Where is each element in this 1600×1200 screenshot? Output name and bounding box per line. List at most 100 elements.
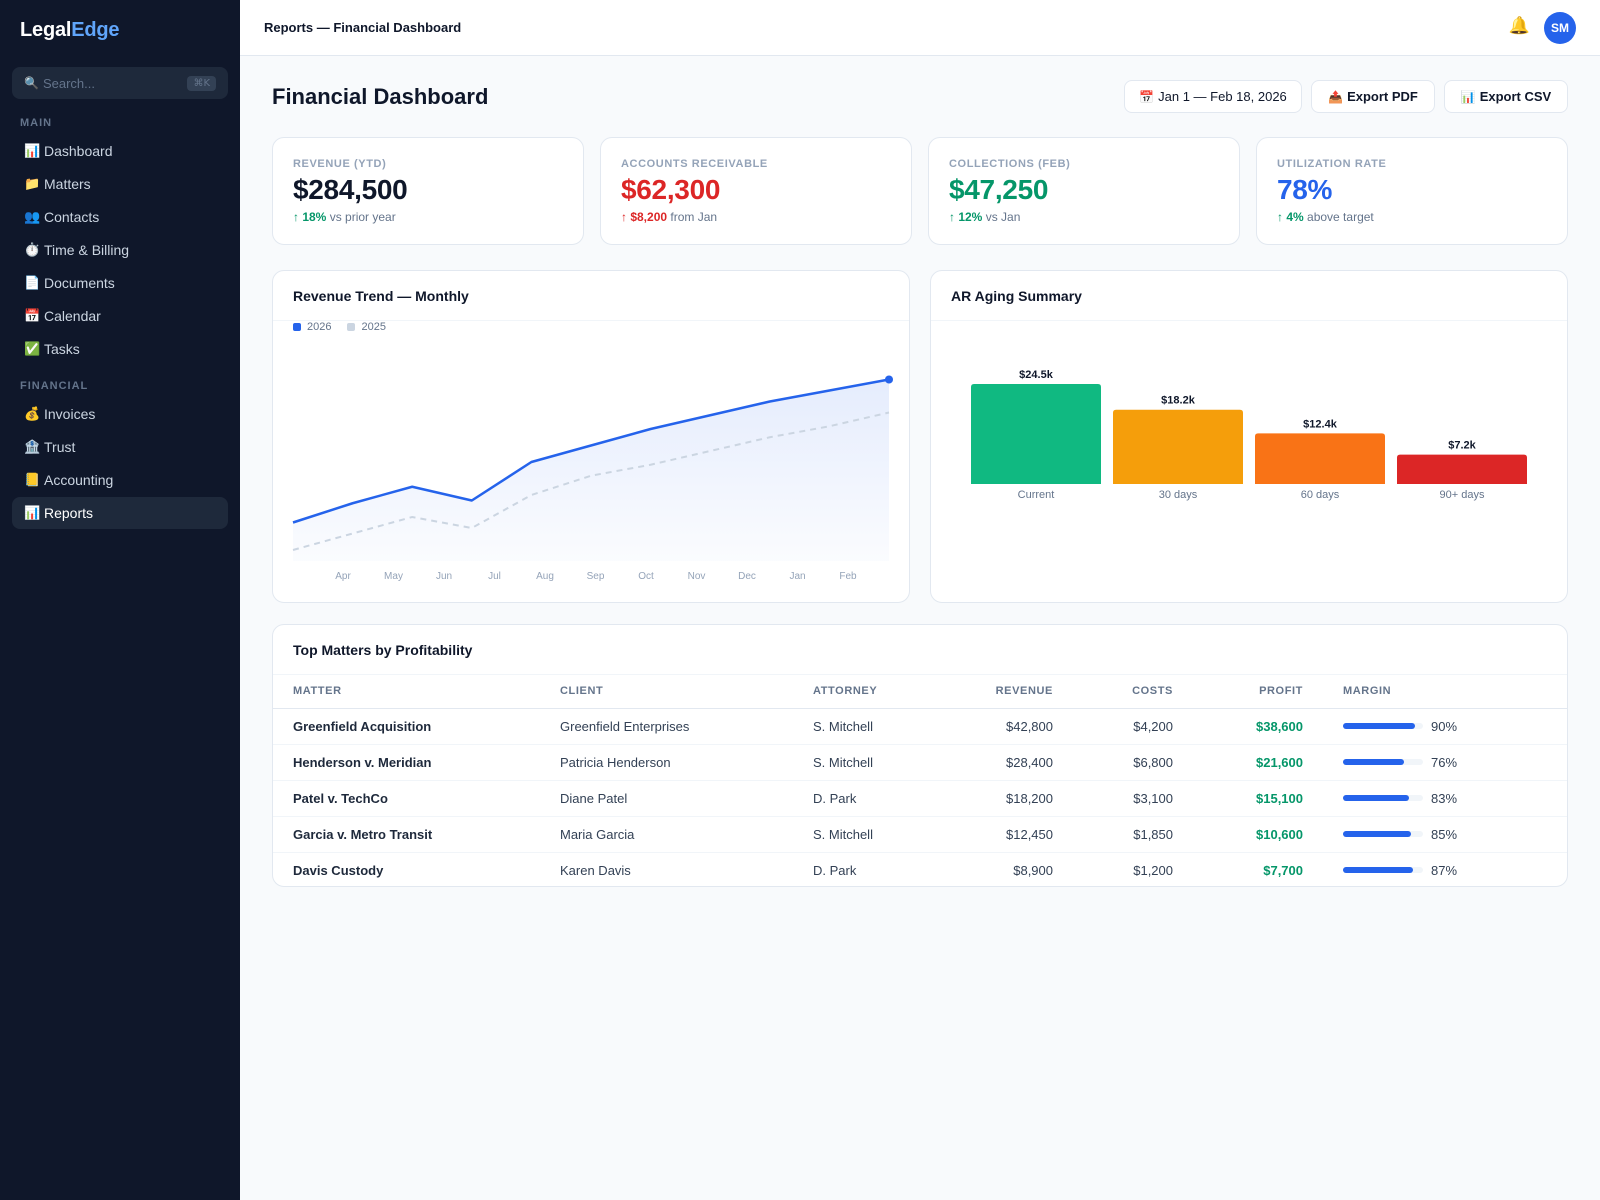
margin-label: 85%	[1431, 826, 1458, 842]
nav-section-financial: FINANCIAL	[20, 380, 89, 392]
margin-bar	[1343, 831, 1423, 837]
attorney-cell: D. Park	[813, 862, 857, 878]
kpi-label: ACCOUNTS RECEIVABLE	[621, 158, 768, 170]
kpi-delta: ↑ 18%	[293, 210, 327, 224]
column-header-attorney[interactable]: ATTORNEY	[793, 675, 943, 709]
margin-wrapper: 90%	[1343, 719, 1547, 734]
series-line-2026	[292, 378, 890, 524]
kpi-card-collections: COLLECTIONS (FEB) $47,250 ↑ 12% vs Jan	[928, 137, 1240, 245]
table-row[interactable]: Henderson v. Meridian Patricia Henderson S…	[273, 744, 1567, 781]
legend-swatch	[347, 323, 356, 331]
kpi-label: REVENUE (YTD)	[293, 158, 387, 170]
table-row[interactable]: Davis Custody Karen Davis D. Park $8,900 $1,…	[273, 852, 1567, 886]
chart-icon: 📊	[24, 143, 41, 158]
column-header-matter[interactable]: MATTER	[273, 675, 540, 709]
panel-title: Top Matters by Profitability	[273, 625, 1567, 675]
panel-title: Revenue Trend — Monthly	[273, 271, 909, 321]
kpi-subtext: ↑ 18% vs prior year	[293, 210, 563, 224]
bar	[971, 384, 1101, 484]
logo-accent: Edge	[71, 19, 120, 41]
sidebar-item-accounting[interactable]: 📒 Accounting	[12, 464, 228, 496]
x-tick-label: Apr	[335, 571, 351, 582]
kpi-card-utilization: UTILIZATION RATE 78% ↑ 4% above target	[1256, 137, 1568, 245]
date-range-button[interactable]: 📅 Jan 1 — Feb 18, 2026	[1124, 80, 1302, 113]
sidebar: LegalEdge 🔍 Search... ⌘K MAIN 📊 Dashboard…	[0, 0, 240, 1200]
margin-bar-fill	[1343, 831, 1411, 837]
column-header-client[interactable]: CLIENT	[540, 675, 793, 709]
bar-category-label: Current	[1018, 489, 1055, 501]
search-input[interactable]: 🔍 Search... ⌘K	[12, 67, 228, 99]
kpi-value: 78%	[1277, 174, 1333, 205]
sidebar-item-label: Contacts	[44, 209, 100, 225]
table-row[interactable]: Garcia v. Metro Transit Maria Garcia S. Mi…	[273, 816, 1567, 853]
profit-cell: $10,600	[1193, 816, 1323, 853]
margin-wrapper: 76%	[1343, 755, 1547, 770]
sidebar-item-invoices[interactable]: 💰 Invoices	[12, 398, 228, 430]
logo-main: Legal	[20, 19, 72, 41]
sidebar-item-calendar[interactable]: 📅 Calendar	[12, 300, 228, 332]
revenue-cell: $42,800	[943, 708, 1073, 745]
folder-icon: 📁	[24, 176, 41, 191]
margin-wrapper: 85%	[1343, 827, 1547, 842]
sidebar-item-documents[interactable]: 📄 Documents	[12, 267, 228, 299]
kpi-delta: ↑ $8,200	[621, 210, 668, 224]
export-csv-button[interactable]: 📊 Export CSV	[1444, 80, 1568, 113]
margin-cell: 83%	[1323, 780, 1567, 817]
sidebar-item-label: Invoices	[44, 406, 96, 422]
sidebar-item-trust[interactable]: 🏦 Trust	[12, 431, 228, 463]
margin-bar-fill	[1343, 759, 1404, 765]
profit-cell: $7,700	[1263, 862, 1303, 878]
costs-cell: $4,200	[1073, 708, 1193, 745]
kpi-delta-text: above target	[1307, 210, 1374, 224]
sidebar-item-contacts[interactable]: 👥 Contacts	[12, 201, 228, 233]
date-range-label: Jan 1 — Feb 18, 2026	[1158, 89, 1287, 104]
revenue-trend-panel: Revenue Trend — Monthly 2026 2025 Apr May…	[272, 270, 910, 603]
x-tick-label: Nov	[688, 571, 706, 582]
ledger-icon: 📒	[24, 472, 41, 487]
kpi-card-revenue: REVENUE (YTD) $284,500 ↑ 18% vs prior ye…	[272, 137, 584, 245]
column-header-revenue[interactable]: REVENUE	[943, 675, 1073, 709]
sidebar-item-dashboard[interactable]: 📊 Dashboard	[12, 135, 228, 167]
checkmark-icon: ✅	[24, 341, 41, 356]
attorney-cell: D. Park	[793, 780, 943, 817]
x-tick-label: Jun	[436, 571, 452, 582]
bell-icon[interactable]: 🔔	[1508, 16, 1530, 35]
x-tick-label: May	[384, 571, 403, 582]
bar	[1255, 433, 1385, 484]
avatar[interactable]: SM	[1544, 12, 1576, 44]
sidebar-item-reports[interactable]: 📊 Reports	[12, 497, 228, 529]
legend-item: 2025	[347, 321, 386, 333]
margin-bar	[1343, 759, 1423, 765]
margin-cell: 85%	[1323, 816, 1567, 853]
attorney-cell: S. Mitchell	[793, 816, 943, 853]
sidebar-item-tasks[interactable]: ✅ Tasks	[12, 333, 228, 365]
table-row[interactable]: Greenfield Acquisition Greenfield Enterpr…	[273, 708, 1567, 745]
series-endpoint	[885, 375, 893, 384]
column-header-costs[interactable]: COSTS	[1073, 675, 1193, 709]
breadcrumb: Reports — Financial Dashboard	[264, 20, 462, 35]
table-row[interactable]: Patel v. TechCo Diane Patel D. Park $18,200…	[273, 780, 1567, 817]
sidebar-item-time-billing[interactable]: ⏱️ Time & Billing	[12, 234, 228, 266]
column-header-profit[interactable]: PROFIT	[1193, 675, 1323, 709]
app-logo[interactable]: LegalEdge	[20, 19, 120, 42]
margin-label: 76%	[1431, 754, 1458, 770]
margin-label: 87%	[1431, 862, 1458, 878]
export-pdf-button[interactable]: 📤 Export PDF	[1311, 80, 1435, 113]
sidebar-item-label: Calendar	[44, 308, 101, 324]
margin-cell: 90%	[1323, 708, 1567, 745]
kpi-label: COLLECTIONS (FEB)	[949, 158, 1071, 170]
document-icon: 📄	[24, 275, 41, 290]
sidebar-item-label: Tasks	[44, 341, 80, 357]
sidebar-item-matters[interactable]: 📁 Matters	[12, 168, 228, 200]
margin-wrapper: 83%	[1343, 791, 1547, 806]
bar-category-label: 30 days	[1159, 489, 1198, 501]
kpi-delta: ↑ 12%	[949, 210, 983, 224]
kpi-subtext: ↑ 12% vs Jan	[949, 210, 1219, 224]
column-header-margin[interactable]: MARGIN	[1323, 675, 1567, 709]
costs-cell: $1,200	[1133, 862, 1173, 878]
margin-bar-fill	[1343, 723, 1415, 729]
search-placeholder: Search...	[42, 75, 95, 91]
matter-cell: Greenfield Acquisition	[273, 708, 540, 745]
revenue-line-chart: Apr May Jun Jul Aug Sep Oct Nov Dec Jan Feb	[292, 375, 893, 582]
revenue-cell: $28,400	[943, 744, 1073, 781]
